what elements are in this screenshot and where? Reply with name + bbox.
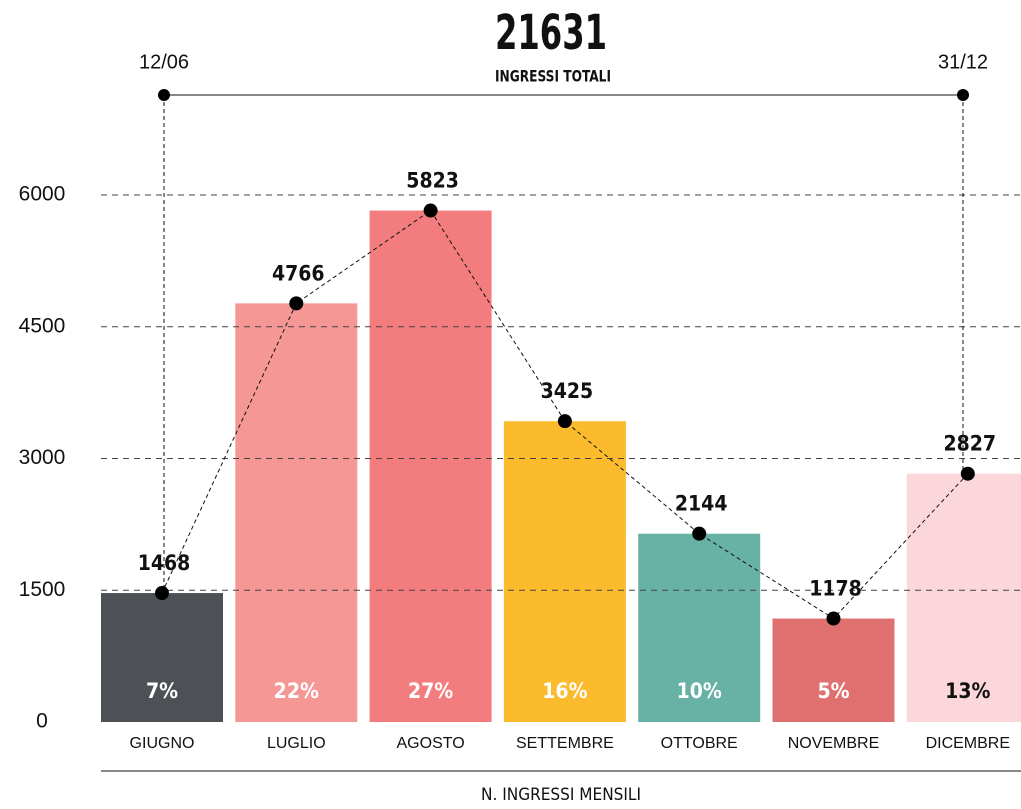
value-label: 4766 [272, 261, 325, 285]
share-label: 7% [146, 679, 178, 703]
chart-subtitle: INGRESSI TOTALI [495, 67, 611, 86]
trend-dot [423, 203, 438, 218]
y-tick-label: 0 [36, 710, 48, 733]
start-date: 12/06 [139, 51, 189, 73]
bar [906, 473, 1021, 722]
x-tick-label: NOVEMBRE [788, 735, 880, 752]
x-tick-label: GIUGNO [130, 735, 195, 752]
x-axis-label: N. INGRESSI MENSILI [481, 785, 641, 805]
value-label: 2827 [944, 432, 997, 456]
y-tick-label: 4500 [19, 314, 66, 337]
trend-dot [826, 611, 841, 626]
trend-dot [155, 586, 169, 601]
value-label: 1468 [138, 551, 191, 575]
trend-dot [557, 414, 572, 429]
y-tick-label: 1500 [19, 578, 66, 601]
bar [503, 421, 626, 722]
share-label: 22% [274, 679, 319, 703]
y-tick-label: 3000 [19, 446, 66, 469]
trend-dot [289, 296, 304, 311]
trend-dot [960, 466, 975, 481]
value-label: 5823 [406, 169, 459, 193]
bar [235, 303, 358, 722]
share-label: 10% [677, 679, 722, 703]
value-label: 3425 [541, 379, 594, 403]
trend-dot [692, 526, 707, 541]
x-tick-label: DICEMBRE [926, 735, 1010, 752]
share-label: 5% [817, 679, 849, 703]
value-label: 2144 [675, 492, 728, 516]
x-tick-label: OTTOBRE [661, 735, 738, 752]
bar [772, 618, 895, 722]
bar [638, 533, 761, 722]
x-tick-label: AGOSTO [397, 735, 465, 752]
value-label: 1178 [809, 577, 862, 601]
share-label: 13% [945, 679, 990, 703]
y-tick-label: 6000 [19, 183, 66, 206]
x-tick-label: LUGLIO [267, 735, 326, 752]
x-tick-label: SETTEMBRE [516, 735, 614, 752]
bar [101, 593, 223, 722]
end-date: 31/12 [938, 51, 988, 73]
share-label: 27% [408, 679, 453, 703]
bar [369, 210, 492, 722]
chart-title: 21631 [495, 5, 607, 61]
share-label: 16% [542, 679, 587, 703]
